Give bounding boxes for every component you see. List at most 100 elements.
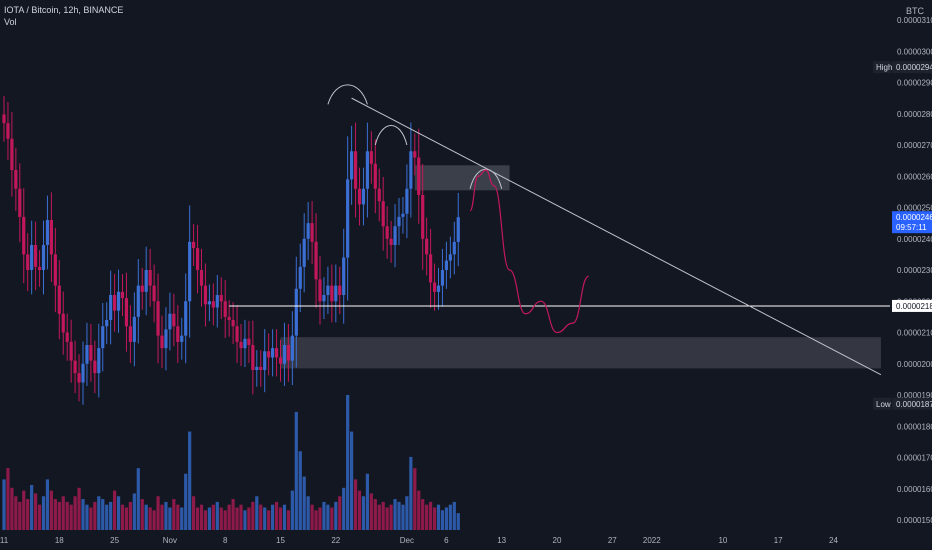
volume-bar bbox=[203, 510, 208, 530]
y-tick-label: 0.00002800 bbox=[897, 110, 932, 119]
high-price-value: 0.00002949 bbox=[896, 63, 932, 72]
candle-body bbox=[294, 288, 298, 336]
volume-bar bbox=[440, 510, 445, 530]
volume-bar bbox=[302, 476, 306, 530]
pattern-arc bbox=[327, 84, 368, 105]
volume-bar bbox=[306, 496, 310, 530]
candle-body bbox=[393, 226, 397, 245]
volume-bar bbox=[152, 510, 156, 530]
volume-bar bbox=[164, 501, 168, 530]
volume-bar bbox=[61, 496, 65, 530]
volume-bar bbox=[89, 507, 93, 530]
volume-bar bbox=[235, 507, 239, 530]
volume-bar bbox=[184, 473, 188, 530]
volume-bar bbox=[219, 507, 223, 530]
y-tick-label: 0.00001500 bbox=[897, 516, 932, 525]
candle-body bbox=[148, 270, 152, 286]
volume-bar bbox=[334, 501, 338, 530]
volume-bar bbox=[148, 507, 152, 530]
candle-body bbox=[377, 188, 381, 202]
current-price-countdown: 09:57:11 bbox=[896, 223, 927, 232]
candle-body bbox=[26, 254, 30, 270]
volume-legend: Vol bbox=[4, 17, 17, 27]
volume-bar bbox=[338, 496, 342, 530]
volume-bar bbox=[342, 487, 346, 530]
volume-bar bbox=[432, 507, 437, 530]
candle-body bbox=[180, 335, 184, 342]
volume-bar bbox=[18, 501, 22, 530]
volume-bar bbox=[318, 507, 322, 530]
y-tick-label: 0.00001800 bbox=[897, 422, 932, 431]
candle-body bbox=[432, 282, 437, 292]
volume-bar bbox=[330, 507, 334, 530]
volume-bar bbox=[282, 504, 287, 530]
scale-currency: BTC bbox=[906, 6, 924, 16]
candle-body bbox=[211, 301, 215, 308]
candle-body bbox=[219, 295, 223, 302]
price-axis[interactable]: 0.00003100 0.00003000 0.00002900 0.00002800… bbox=[897, 16, 932, 525]
candle-body bbox=[184, 301, 188, 336]
candle-body bbox=[160, 335, 164, 349]
candle-body bbox=[239, 341, 243, 349]
drawing-zones bbox=[280, 165, 881, 369]
candle-body bbox=[429, 254, 433, 283]
candle-body bbox=[215, 295, 219, 308]
descending-trendline bbox=[351, 97, 882, 376]
candle-body bbox=[227, 316, 231, 320]
volume-bar bbox=[172, 499, 176, 530]
volume-bar bbox=[346, 395, 350, 530]
current-price-value: 0.00002469 bbox=[896, 213, 932, 222]
x-tick-label: 27 bbox=[608, 536, 617, 545]
volume-bar bbox=[105, 504, 109, 530]
volume-bar bbox=[97, 496, 101, 530]
y-tick-label: 0.00002700 bbox=[897, 141, 932, 150]
candle-body bbox=[440, 270, 445, 286]
candle-body bbox=[267, 351, 271, 358]
volume-bar bbox=[195, 507, 200, 530]
low-label: Low bbox=[876, 400, 891, 409]
candle-body bbox=[168, 313, 172, 330]
candle-body bbox=[156, 301, 160, 336]
candle-body bbox=[409, 151, 413, 189]
volume-bar bbox=[223, 510, 227, 530]
y-tick-label: 0.00002600 bbox=[897, 172, 932, 181]
y-tick-label: 0.00003000 bbox=[897, 47, 932, 56]
volume-bar bbox=[290, 490, 294, 530]
volume-bar bbox=[350, 431, 354, 530]
volume-bar bbox=[278, 507, 283, 530]
y-tick-label: 0.00002400 bbox=[897, 235, 932, 244]
candle-body bbox=[93, 360, 97, 374]
volume-bar bbox=[436, 504, 441, 530]
volume-bar bbox=[140, 499, 144, 530]
volume-bar bbox=[247, 507, 251, 530]
x-tick-label: 15 bbox=[276, 536, 285, 545]
candle-body bbox=[57, 285, 61, 314]
volume-bar bbox=[353, 479, 358, 530]
volume-bar bbox=[417, 490, 421, 530]
candle-body bbox=[263, 351, 267, 370]
volume-bar bbox=[251, 501, 255, 530]
volume-bar bbox=[93, 501, 97, 530]
candle-body bbox=[101, 326, 105, 349]
candle-body bbox=[41, 245, 46, 270]
candle-body bbox=[10, 138, 14, 170]
candle-body bbox=[286, 345, 290, 361]
candle-body bbox=[73, 360, 77, 374]
volume-bar bbox=[271, 504, 275, 530]
candle-body bbox=[203, 285, 208, 305]
time-axis[interactable]: 11 18 25 Nov 8 15 22 Dec 6 13 20 27 2022 10 17 24 bbox=[0, 536, 838, 545]
candle-body bbox=[290, 335, 294, 361]
volume-bar bbox=[413, 468, 417, 530]
volume-bar bbox=[259, 504, 263, 530]
x-tick-label: 24 bbox=[829, 536, 838, 545]
volume-bar bbox=[49, 490, 53, 530]
volume-bar bbox=[267, 510, 271, 530]
volume-bar bbox=[6, 468, 10, 530]
volume-bar bbox=[421, 499, 425, 530]
volume-bar bbox=[310, 504, 314, 530]
volume-bar bbox=[81, 499, 85, 530]
pattern-arc bbox=[374, 125, 408, 146]
volume-bar bbox=[389, 504, 393, 530]
volume-bar bbox=[180, 507, 184, 530]
